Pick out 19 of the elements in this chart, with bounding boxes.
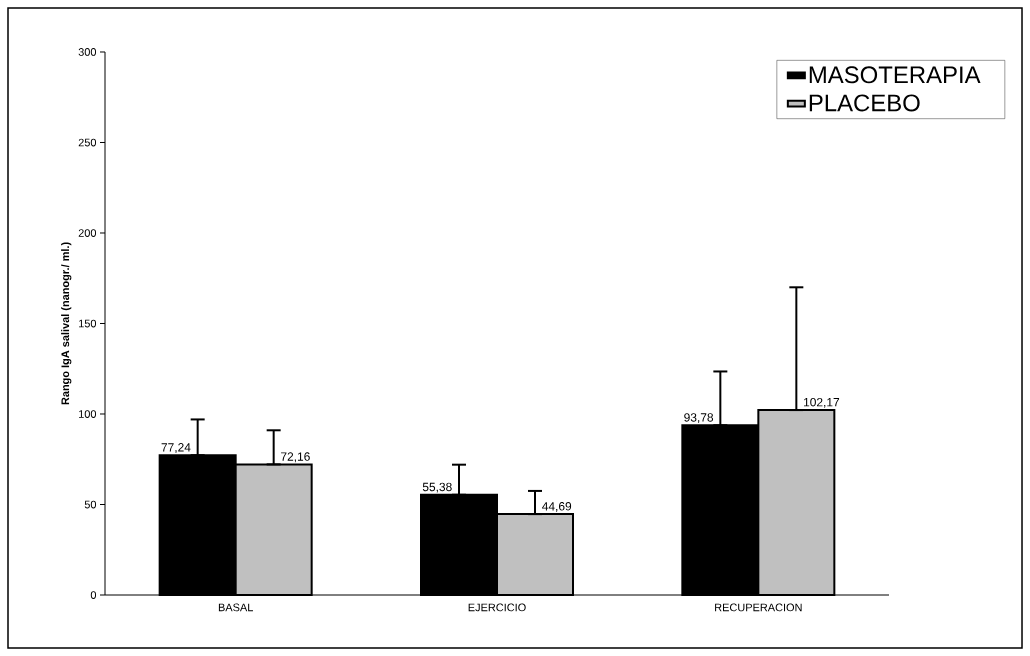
data-label: 72,16 [281, 452, 310, 463]
data-label: 102,17 [804, 398, 840, 408]
legend-label: MASOTERAPIA [809, 66, 981, 84]
x-tick-label: EJERCICIO [468, 603, 526, 612]
data-label: 93,78 [684, 413, 714, 424]
x-tick-label: BASAL [218, 603, 253, 612]
x-tick-label: RECUPERACION [715, 603, 802, 612]
y-axis-title: Rango IgA salival (nanogr./ ml.) [61, 242, 72, 405]
y-tick-label: 50 [84, 500, 97, 509]
y-tick-label: 150 [79, 319, 97, 328]
data-label: 55,38 [422, 482, 452, 493]
y-tick-label: 300 [78, 48, 97, 56]
data-label: 44,69 [542, 502, 572, 512]
legend-label: PLACEBO [809, 94, 920, 112]
y-tick-label: 0 [90, 591, 97, 599]
y-tick-label: 250 [78, 138, 97, 147]
data-label: 77,24 [161, 443, 191, 453]
y-tick-label: 100 [79, 410, 97, 418]
y-tick-label: 200 [78, 229, 97, 237]
